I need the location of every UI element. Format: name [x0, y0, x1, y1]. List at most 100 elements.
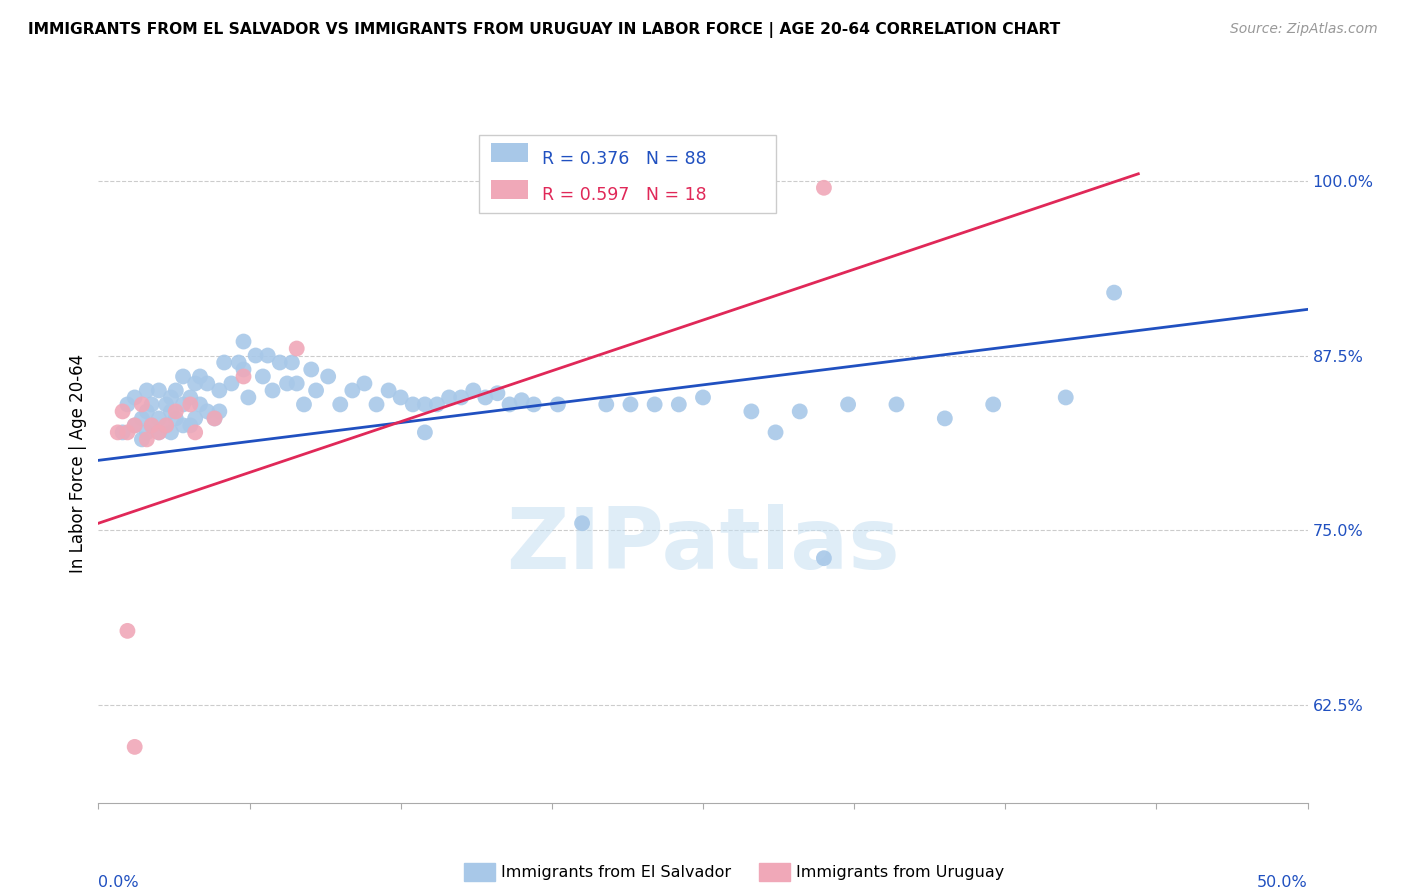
Point [934, 411, 956, 425]
Point [252, 369, 274, 384]
Point [165, 384, 187, 398]
Point [131, 433, 153, 447]
Point [172, 418, 194, 433]
Point [141, 418, 163, 433]
Point [474, 391, 496, 405]
Text: R = 0.597   N = 18: R = 0.597 N = 18 [543, 186, 707, 204]
Point [172, 369, 194, 384]
Point [342, 384, 364, 398]
Point [148, 425, 170, 440]
Point [413, 425, 436, 440]
Point [692, 391, 714, 405]
Point [740, 404, 762, 418]
Text: Source: ZipAtlas.com: Source: ZipAtlas.com [1230, 22, 1378, 37]
Point [228, 355, 250, 369]
Point [131, 411, 153, 425]
Point [285, 376, 308, 391]
Point [184, 376, 207, 391]
Point [813, 181, 835, 195]
Text: Immigrants from Uruguay: Immigrants from Uruguay [796, 865, 1004, 880]
FancyBboxPatch shape [479, 135, 776, 213]
Point [188, 397, 211, 411]
Point [204, 411, 226, 425]
Point [204, 411, 226, 425]
Point [141, 397, 163, 411]
Point [644, 397, 666, 411]
Point [450, 391, 472, 405]
Point [285, 342, 308, 356]
Point [208, 384, 231, 398]
Point [389, 391, 412, 405]
Point [668, 397, 690, 411]
Point [498, 397, 520, 411]
Point [276, 376, 298, 391]
Point [510, 393, 533, 408]
Point [148, 425, 170, 440]
Point [160, 425, 183, 440]
Point [160, 391, 183, 405]
Point [111, 425, 134, 440]
Point [463, 384, 485, 398]
Text: R = 0.376   N = 88: R = 0.376 N = 88 [543, 150, 707, 168]
Point [155, 418, 177, 433]
Point [165, 404, 187, 418]
Bar [492, 180, 527, 200]
Point [160, 404, 183, 418]
Point [107, 425, 129, 440]
Point [292, 397, 315, 411]
Point [124, 739, 146, 754]
Point [141, 418, 163, 433]
Point [886, 397, 908, 411]
Point [117, 624, 139, 638]
Bar [492, 144, 527, 162]
Point [305, 384, 328, 398]
Point [165, 411, 187, 425]
Point [155, 418, 177, 433]
Point [238, 391, 260, 405]
Point [299, 362, 322, 376]
Point [353, 376, 375, 391]
Point [232, 362, 254, 376]
Point [262, 384, 284, 398]
Text: 0.0%: 0.0% [98, 875, 139, 890]
Point [179, 418, 201, 433]
Point [377, 384, 399, 398]
Point [426, 397, 449, 411]
Point [595, 397, 617, 411]
Point [413, 397, 436, 411]
Point [124, 418, 146, 433]
Text: ZIPatlas: ZIPatlas [506, 504, 900, 587]
Point [124, 391, 146, 405]
Point [208, 404, 231, 418]
Point [179, 391, 201, 405]
Point [155, 397, 177, 411]
Point [1054, 391, 1077, 405]
Point [316, 369, 339, 384]
Text: Immigrants from El Salvador: Immigrants from El Salvador [501, 865, 731, 880]
Point [111, 404, 134, 418]
Point [281, 355, 304, 369]
Point [195, 376, 218, 391]
Point [232, 369, 254, 384]
Text: IMMIGRANTS FROM EL SALVADOR VS IMMIGRANTS FROM URUGUAY IN LABOR FORCE | AGE 20-6: IMMIGRANTS FROM EL SALVADOR VS IMMIGRANT… [28, 22, 1060, 38]
Point [124, 418, 146, 433]
Point [245, 349, 267, 363]
Point [188, 369, 211, 384]
Point [135, 433, 157, 447]
Point [172, 397, 194, 411]
Point [619, 397, 641, 411]
Point [148, 411, 170, 425]
Point [135, 425, 157, 440]
Point [402, 397, 425, 411]
Point [547, 397, 569, 411]
Point [117, 397, 139, 411]
Point [232, 334, 254, 349]
Point [184, 411, 207, 425]
Point [195, 404, 218, 418]
Point [184, 425, 207, 440]
Text: 50.0%: 50.0% [1257, 875, 1308, 890]
Point [212, 355, 235, 369]
Point [813, 551, 835, 566]
Point [179, 397, 201, 411]
Point [221, 376, 243, 391]
